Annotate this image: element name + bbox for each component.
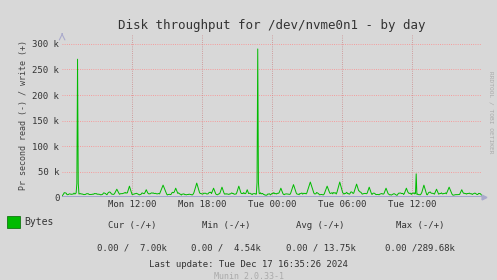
Text: Min (-/+): Min (-/+) xyxy=(202,221,250,230)
Text: RRDTOOL / TOBI OETIKER: RRDTOOL / TOBI OETIKER xyxy=(489,71,494,153)
Y-axis label: Pr second read (-) / write (+): Pr second read (-) / write (+) xyxy=(19,41,28,190)
Title: Disk throughput for /dev/nvme0n1 - by day: Disk throughput for /dev/nvme0n1 - by da… xyxy=(118,19,426,32)
Text: 0.00 /289.68k: 0.00 /289.68k xyxy=(385,243,455,252)
Text: Munin 2.0.33-1: Munin 2.0.33-1 xyxy=(214,272,283,280)
Text: Max (-/+): Max (-/+) xyxy=(396,221,444,230)
Text: Cur (-/+): Cur (-/+) xyxy=(107,221,156,230)
Text: Avg (-/+): Avg (-/+) xyxy=(296,221,345,230)
Text: Last update: Tue Dec 17 16:35:26 2024: Last update: Tue Dec 17 16:35:26 2024 xyxy=(149,260,348,269)
Text: 0.00 /  7.00k: 0.00 / 7.00k xyxy=(97,243,166,252)
Text: 0.00 /  4.54k: 0.00 / 4.54k xyxy=(191,243,261,252)
Text: 0.00 / 13.75k: 0.00 / 13.75k xyxy=(286,243,355,252)
Text: Bytes: Bytes xyxy=(24,217,53,227)
